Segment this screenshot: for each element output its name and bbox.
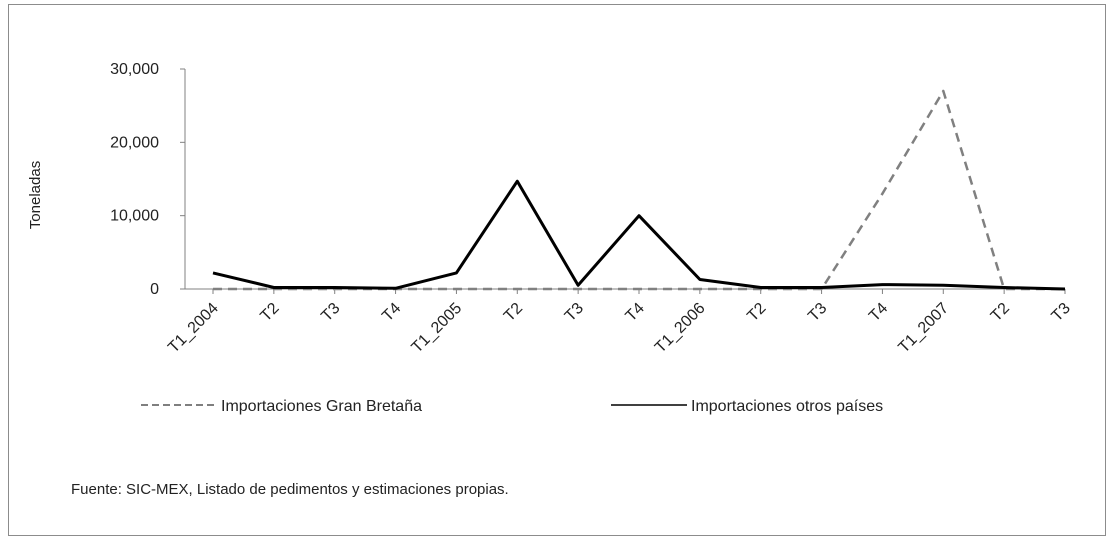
x-tick-label: T2: [257, 300, 282, 325]
x-tick-label: T1_2005: [409, 300, 466, 357]
x-tick-label: T3: [1049, 300, 1074, 325]
x-tick-label: T4: [379, 300, 404, 325]
y-axis-label: Toneladas: [27, 161, 44, 229]
x-tick-label: T1_2004: [165, 300, 222, 357]
series-line-1: [213, 89, 1065, 291]
x-tick-label: T1_2007: [895, 300, 952, 357]
y-axis: 0 10,000 20,000 30,000: [110, 61, 186, 298]
source-note: Fuente: SIC-MEX, Listado de pedimentos y…: [71, 481, 509, 498]
x-tick-label: T2: [501, 300, 526, 325]
x-tick-label: T2: [744, 300, 769, 325]
y-tick-label: 20,000: [110, 134, 159, 151]
x-tick-label: T2: [988, 300, 1013, 325]
series-line-2: [212, 179, 1066, 291]
x-tick-label: T3: [562, 300, 587, 325]
legend-label-1: Importaciones Gran Bretaña: [221, 398, 422, 415]
y-tick-label: 10,000: [110, 208, 159, 225]
series-lines: [212, 89, 1066, 291]
x-tick-label: T4: [866, 300, 891, 325]
legend-label-2: Importaciones otros países: [691, 398, 883, 415]
legend: Importaciones Gran Bretaña Importaciones …: [141, 398, 883, 415]
x-tick-label: T1_2006: [652, 300, 709, 357]
chart-frame: 0 10,000 20,000 30,000 T1_2004 T2 T3 T4 T1_2005…: [8, 4, 1106, 536]
x-axis: T1_2004 T2 T3 T4 T1_2005 T2 T3 T4 T1_2006 T2 T3 T4 T…: [165, 288, 1074, 357]
x-tick-label: T4: [623, 300, 648, 325]
x-tick-label: T3: [318, 300, 343, 325]
x-tick-label: T3: [805, 300, 830, 325]
y-tick-label: 0: [150, 281, 159, 298]
y-tick-label: 30,000: [110, 61, 159, 78]
